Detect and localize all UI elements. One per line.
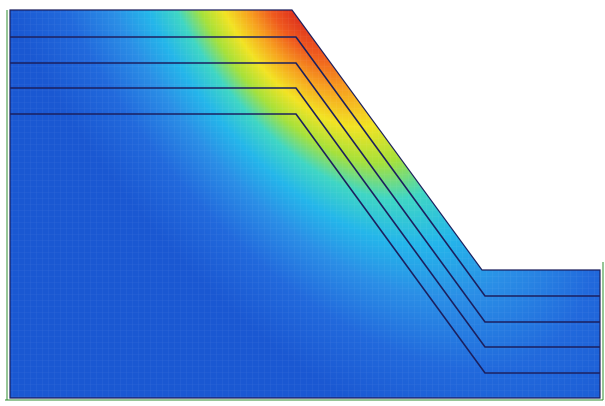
layer-line	[10, 62, 600, 323]
layer-line	[10, 87, 600, 348]
layer-line	[10, 36, 600, 297]
boundary-supports	[5, 10, 604, 401]
slope-outline	[9, 9, 601, 399]
layer-boundaries	[10, 36, 600, 374]
layer-line	[10, 113, 600, 374]
